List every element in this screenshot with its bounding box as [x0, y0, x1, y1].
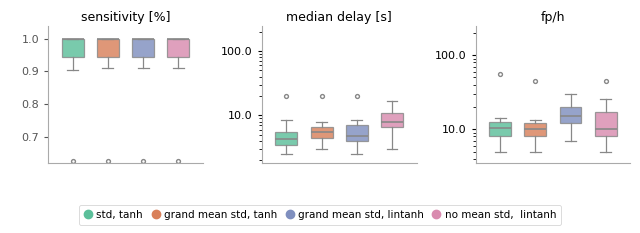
Title: fp/h: fp/h — [541, 11, 565, 24]
PathPatch shape — [97, 39, 119, 57]
PathPatch shape — [489, 122, 511, 137]
Title: sensitivity [%]: sensitivity [%] — [81, 11, 170, 24]
Title: median delay [s]: median delay [s] — [286, 11, 392, 24]
PathPatch shape — [524, 123, 547, 137]
PathPatch shape — [61, 39, 84, 57]
PathPatch shape — [310, 127, 333, 137]
PathPatch shape — [381, 113, 403, 127]
PathPatch shape — [275, 132, 298, 144]
PathPatch shape — [595, 112, 617, 137]
PathPatch shape — [559, 107, 582, 123]
PathPatch shape — [346, 125, 368, 141]
PathPatch shape — [132, 39, 154, 57]
PathPatch shape — [167, 39, 189, 57]
Legend: std, tanh, grand mean std, tanh, grand mean std, lintanh, no mean std,  lintanh: std, tanh, grand mean std, tanh, grand m… — [79, 205, 561, 226]
